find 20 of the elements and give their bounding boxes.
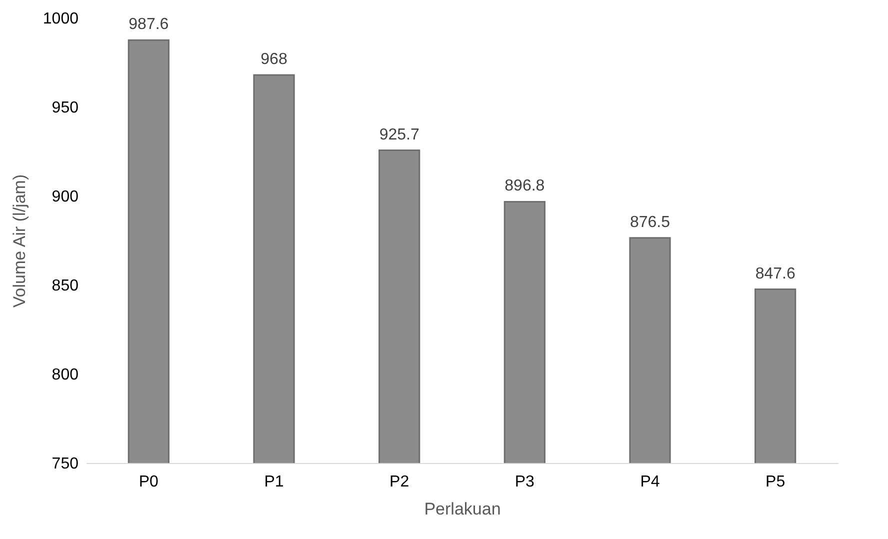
y-tick-label: 850 [52,278,79,294]
x-tick-label: P5 [766,474,786,490]
data-label: 847.6 [755,265,796,282]
y-tick-label: 750 [52,456,79,472]
x-tick-label: P1 [264,474,284,490]
y-tick-label: 1000 [42,10,79,28]
x-tick-label: P4 [640,474,660,490]
data-label: 968 [260,50,288,68]
data-label: 896.8 [504,178,545,195]
data-label: 987.6 [128,16,169,34]
y-tick-label: 900 [52,188,79,206]
data-label: 876.5 [630,214,670,231]
y-tick-label: 950 [52,100,79,116]
data-label: 925.7 [379,126,420,144]
x-tick-label: P2 [390,474,410,490]
x-tick-label: P3 [514,474,535,490]
y-tick-label: 800 [52,366,79,384]
x-axis-title: Perlakuan [424,500,501,518]
y-axis-title: Volume Air (l/jam) [10,174,29,308]
x-tick-label: P0 [138,474,159,490]
